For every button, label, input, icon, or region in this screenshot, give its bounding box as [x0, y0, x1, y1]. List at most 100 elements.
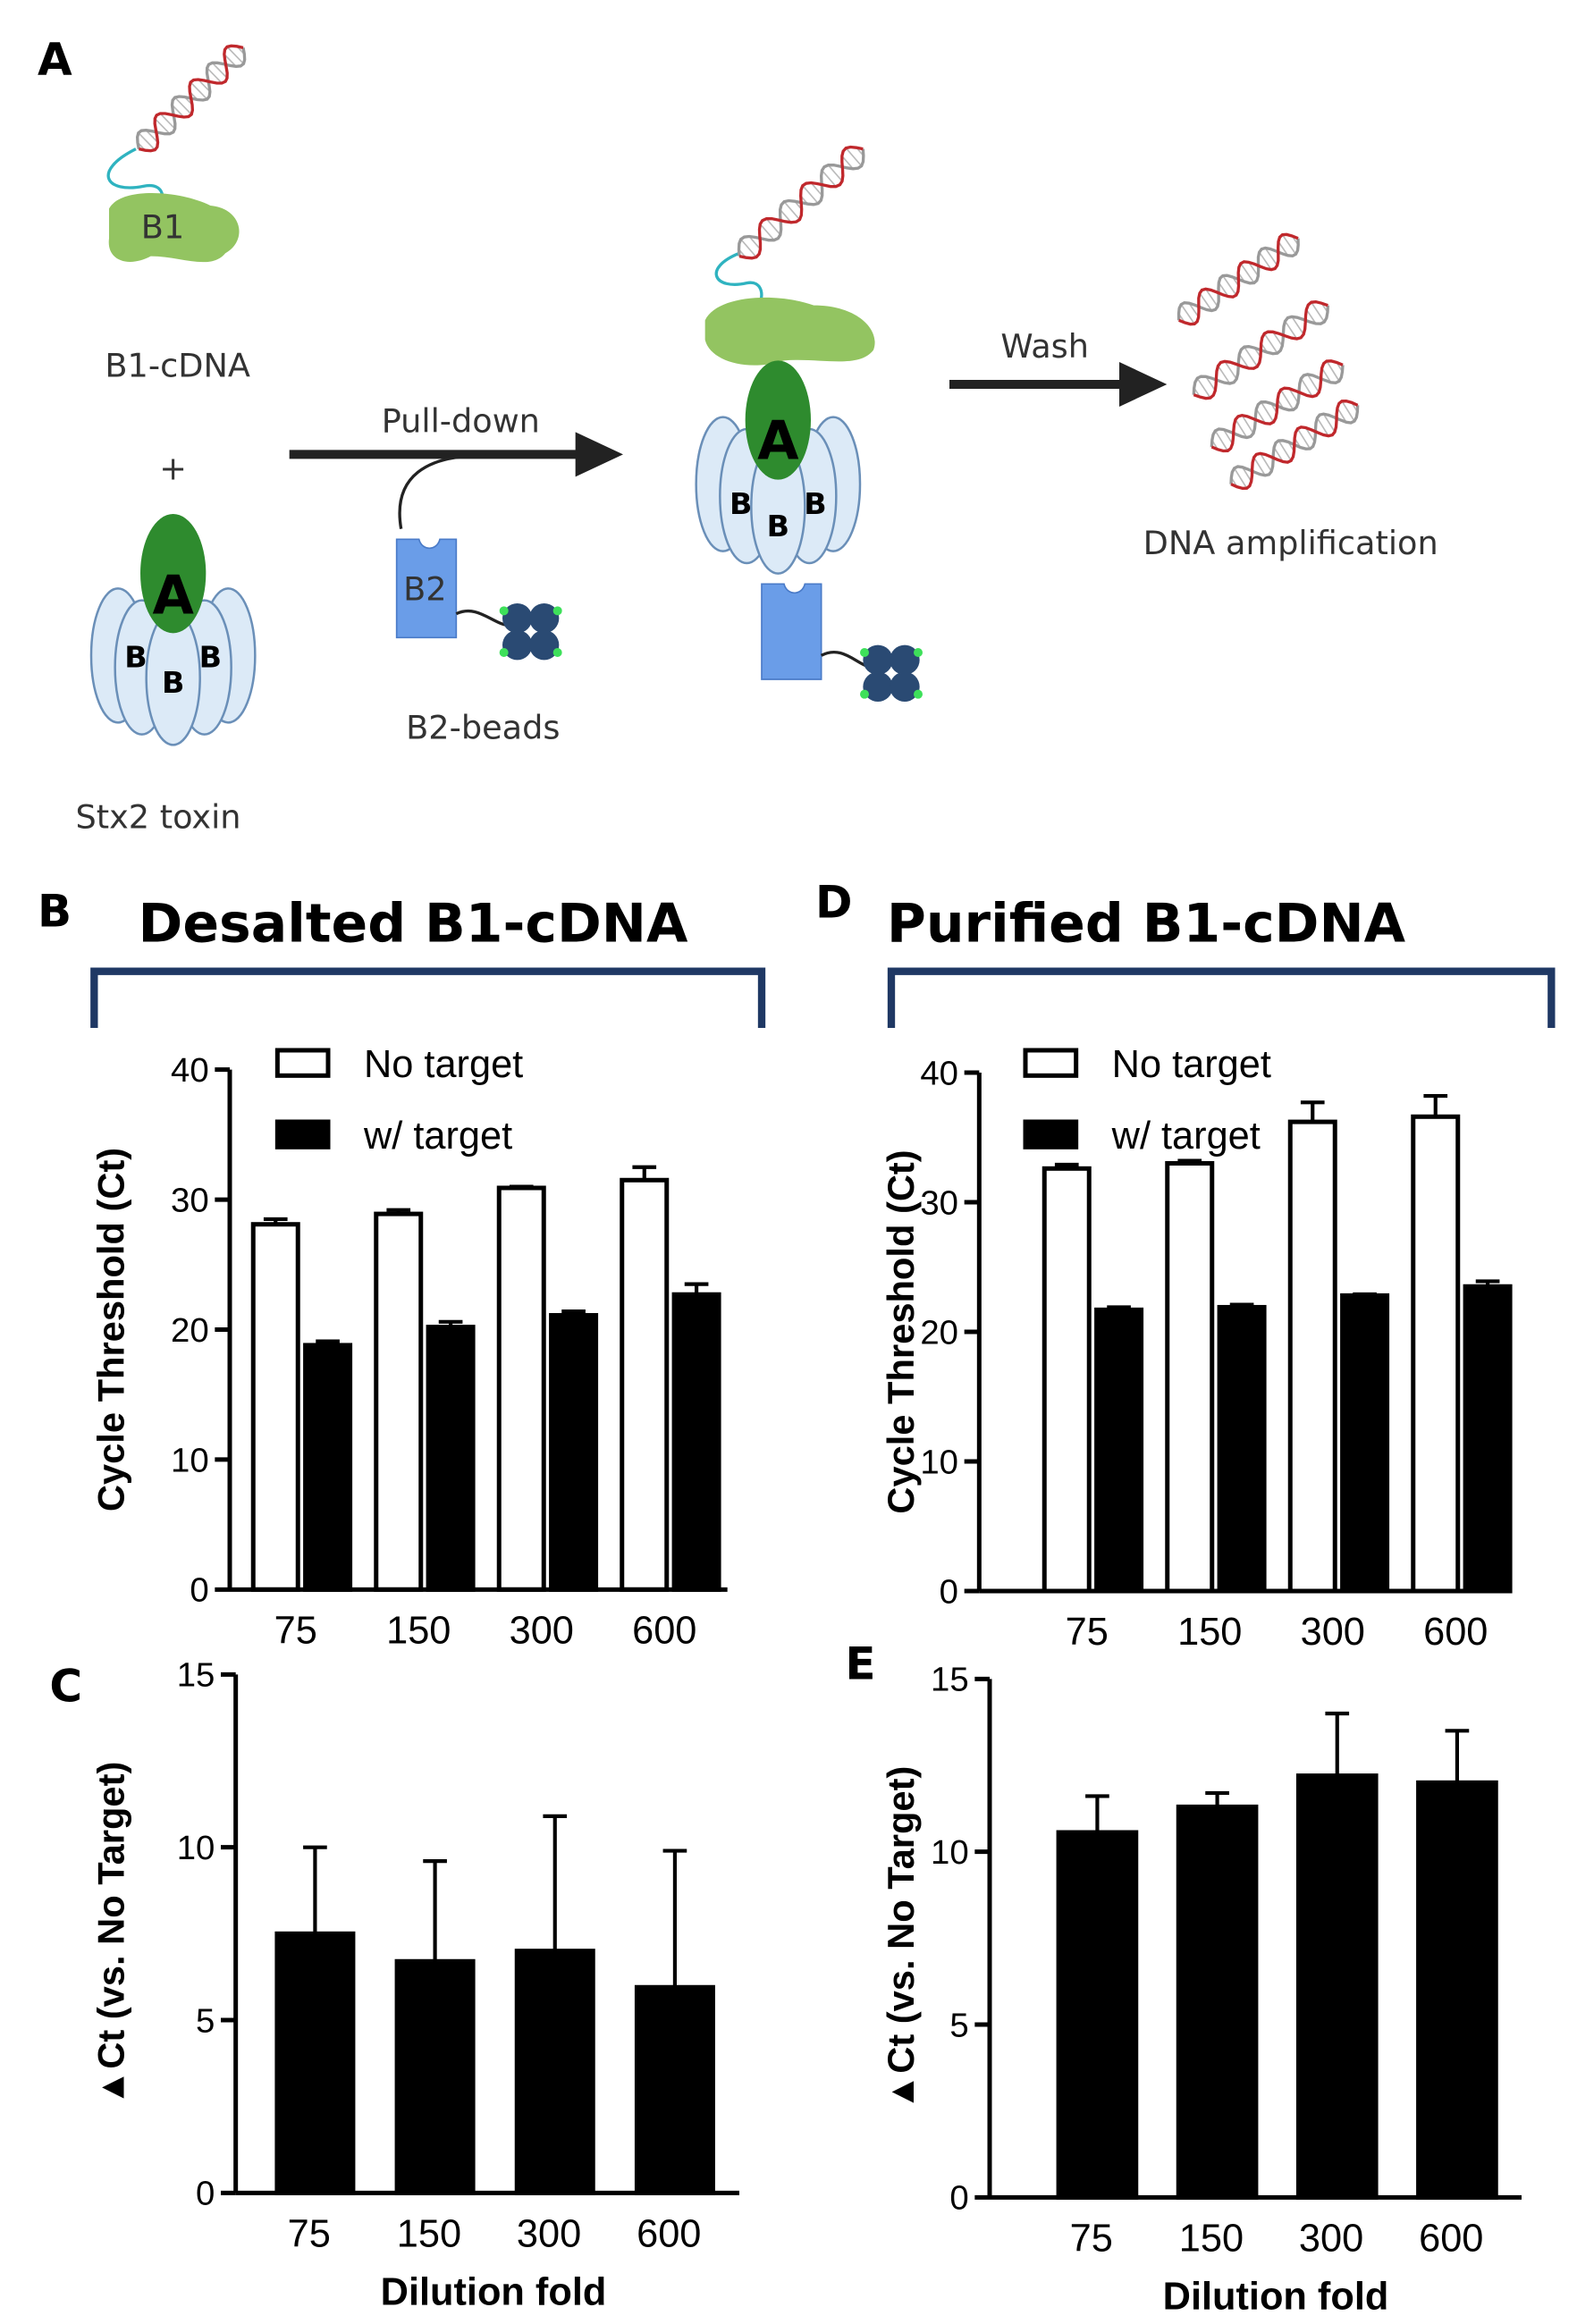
panel-label: C — [49, 1660, 82, 1712]
bead — [890, 644, 920, 675]
rung — [1284, 320, 1298, 340]
rung — [1205, 375, 1217, 392]
rung — [1233, 467, 1248, 489]
rung — [1278, 440, 1292, 461]
toxin-b-label: B — [124, 640, 147, 675]
legend-label: w/ target — [363, 1115, 512, 1158]
rung — [1272, 331, 1284, 347]
y-tick-label: 10 — [177, 1829, 215, 1867]
rung — [211, 62, 228, 79]
rung — [226, 46, 245, 64]
bar — [1041, 1166, 1092, 1594]
b2-label: B2 — [403, 570, 446, 609]
rung — [1218, 282, 1229, 298]
toxin-a — [745, 360, 811, 480]
bead-dot — [860, 689, 869, 699]
title-bracket — [887, 967, 1556, 1028]
bar — [1287, 1119, 1337, 1594]
y-tick-label: 30 — [920, 1183, 958, 1222]
rung — [1188, 302, 1200, 318]
arrowhead — [575, 432, 623, 477]
y-tick-label: 40 — [920, 1054, 958, 1092]
beads — [499, 603, 562, 661]
beads — [860, 644, 923, 702]
rung — [1320, 367, 1332, 383]
rung — [1259, 452, 1272, 472]
rung — [1304, 427, 1316, 442]
rung — [1273, 447, 1284, 462]
toxin-a-label: A — [152, 565, 194, 627]
y-tick-label: 5 — [196, 2001, 215, 2040]
x-tick-label: 600 — [1419, 2217, 1483, 2260]
rung — [759, 223, 775, 241]
y-tick-label: 15 — [177, 1656, 215, 1695]
toxin-b-label: B — [804, 486, 826, 521]
plus: + — [159, 450, 187, 488]
rung — [748, 235, 762, 250]
rung — [1264, 248, 1278, 266]
legend-swatch — [274, 1048, 331, 1078]
b2-beads-label: B2-beads — [406, 709, 560, 747]
bar — [303, 1343, 353, 1592]
bar — [496, 1185, 546, 1592]
chart-title: Purified B1-cDNA — [887, 892, 1406, 955]
pull-down-label: Pull-down — [382, 401, 540, 440]
x-tick-label: 300 — [1299, 2217, 1363, 2260]
rung — [780, 208, 792, 223]
rung — [841, 155, 854, 170]
x-tick-label: 75 — [274, 1609, 317, 1652]
rung — [1337, 407, 1347, 423]
toxin-b-label: B — [729, 486, 752, 521]
x-tick-label: 300 — [517, 2212, 581, 2255]
legend-label: No target — [364, 1043, 523, 1086]
strand — [738, 145, 864, 260]
bar — [514, 1949, 595, 2195]
y-axis-label: Cycle Threshold (Ct) — [880, 1149, 922, 1513]
bar — [1056, 1830, 1139, 2200]
rung — [145, 130, 159, 143]
bar — [374, 1211, 424, 1592]
rung — [1311, 301, 1326, 323]
y-axis-label: ▲Ct (vs. No Target) — [880, 1766, 922, 2110]
rung — [1316, 417, 1329, 437]
rung — [1300, 378, 1313, 398]
bead — [502, 630, 533, 661]
bead — [890, 671, 920, 702]
rung — [1341, 400, 1355, 422]
curved-arrow — [398, 454, 486, 529]
y-tick-label: 10 — [931, 1833, 969, 1872]
x-axis-label: Dilution fold — [1163, 2275, 1389, 2318]
bead-dot — [914, 689, 923, 699]
y-tick-label: 0 — [190, 1571, 208, 1610]
title-bracket — [90, 967, 766, 1028]
bar — [1340, 1293, 1390, 1594]
rung — [190, 81, 208, 100]
x-tick-label: 300 — [1301, 1611, 1365, 1654]
rung — [1281, 234, 1297, 255]
toxin-b-label: B — [767, 509, 789, 543]
y-tick-label: 20 — [920, 1313, 958, 1351]
y-tick-label: 20 — [171, 1311, 209, 1350]
b1-cdna-label: B1-cDNA — [105, 347, 250, 385]
rung — [1222, 275, 1237, 296]
rung — [1217, 365, 1231, 384]
rung — [138, 132, 156, 151]
rung — [1240, 263, 1255, 283]
bar — [1165, 1161, 1215, 1594]
strand — [1178, 232, 1299, 326]
bar — [1094, 1307, 1144, 1594]
y-axis-label: ▲Ct (vs. No Target) — [90, 1762, 132, 2106]
x-tick-label: 75 — [1070, 2217, 1113, 2260]
rung — [1263, 333, 1278, 354]
strand — [1210, 359, 1344, 453]
bead — [502, 603, 533, 634]
panel-label: B — [38, 886, 72, 938]
bar — [1295, 1773, 1379, 2200]
rung — [1252, 457, 1266, 476]
arrowhead — [1119, 362, 1168, 407]
bead-dot — [552, 648, 562, 657]
panel-label: A — [38, 33, 72, 85]
bead-dot — [914, 648, 923, 657]
b2-protein — [395, 538, 458, 639]
